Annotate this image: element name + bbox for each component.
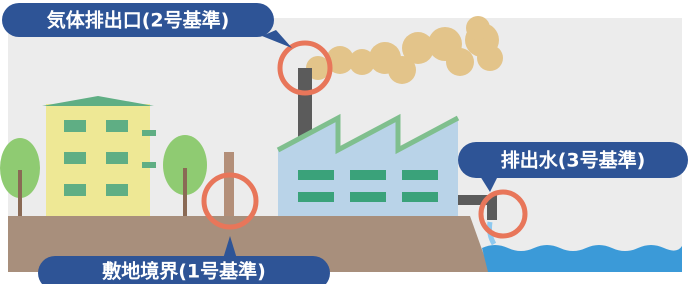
boundary-post [224,152,234,218]
illustration: 気体排出口(2号基準) 排出水(3号基準) 敷地境界(1号基準) [0,0,690,284]
label-discharge-water: 排出水(3号基準) [501,149,646,172]
page: 気体排出口(2号基準) 排出水(3号基準) 敷地境界(1号基準) (() => … [0,0,690,284]
label-gas-outlet: 気体排出口(2号基準) [47,9,230,32]
apartment [46,104,150,218]
factory [278,150,458,218]
label-site-boundary: 敷地境界(1号基準) [102,260,266,283]
